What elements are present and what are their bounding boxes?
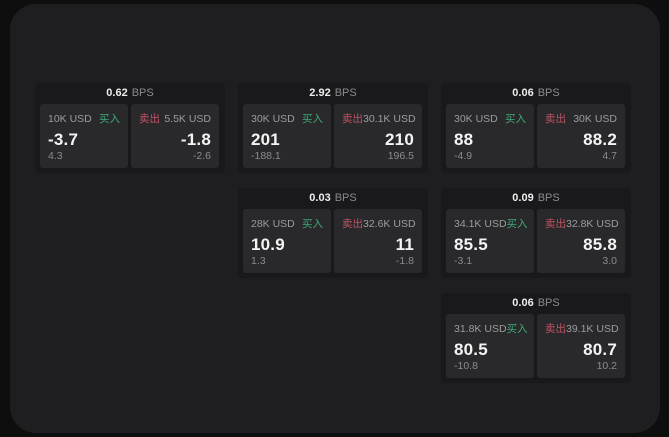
card-header: 0.62 BPS [35,83,225,104]
buy-side-label: 买入 [506,323,528,335]
buy-amount: 31.8K USD [454,323,507,335]
quote-card: 0.09 BPS 34.1K USD 买入 85.5 -3.1 卖出 32.8K… [441,188,631,278]
bps-value: 0.06 [512,297,534,309]
buy-tile[interactable]: 31.8K USD 买入 80.5 -10.8 [446,314,534,378]
quote-card: 0.06 BPS 31.8K USD 买入 80.5 -10.8 卖出 39.1… [441,293,631,383]
buy-price: 10.9 [251,235,285,254]
buy-tile[interactable]: 28K USD 买入 10.9 1.3 [243,209,331,273]
quote-card: 0.62 BPS 10K USD 买入 -3.7 4.3 卖出 5.5K USD [35,83,225,173]
card-header: 2.92 BPS [238,83,428,104]
card-header: 0.06 BPS [441,83,631,104]
quote-card: 2.92 BPS 30K USD 买入 201 -188.1 卖出 30.1K … [238,83,428,173]
bps-unit-label: BPS [131,87,154,99]
buy-sub-value: -10.8 [454,360,478,372]
sell-amount: 32.6K USD [363,218,416,230]
buy-price: 88 [454,130,474,149]
sell-price: 210 [385,130,414,149]
buy-tile[interactable]: 30K USD 买入 201 -188.1 [243,104,331,168]
sell-tile[interactable]: 卖出 30K USD 88.2 4.7 [537,104,625,168]
buy-sub-value: 1.3 [251,255,266,267]
sell-amount: 32.8K USD [566,218,619,230]
buy-side-label: 买入 [99,113,120,125]
buy-tile[interactable]: 10K USD 买入 -3.7 4.3 [40,104,128,168]
bps-unit-label: BPS [537,192,560,204]
sell-side-label: 卖出 [545,323,566,335]
buy-sub-value: -3.1 [454,255,473,267]
bps-value: 0.09 [512,192,534,204]
buy-price: 201 [251,130,280,149]
bps-unit-label: BPS [334,87,357,99]
sell-tile[interactable]: 卖出 5.5K USD -1.8 -2.6 [131,104,219,168]
buy-price: -3.7 [48,130,79,149]
sell-sub-value: 3.0 [602,255,617,267]
buy-tile[interactable]: 30K USD 买入 88 -4.9 [446,104,534,168]
quote-card: 0.03 BPS 28K USD 买入 10.9 1.3 卖出 32.6K US… [238,188,428,278]
bps-value: 0.62 [106,87,128,99]
quotes-panel: 0.62 BPS 10K USD 买入 -3.7 4.3 卖出 5.5K USD [10,4,660,433]
sell-sub-value: -2.6 [192,150,211,162]
sell-price: 80.7 [583,340,617,359]
sell-sub-value: -1.8 [395,255,414,267]
card-header: 0.06 BPS [441,293,631,314]
buy-price: 85.5 [454,235,488,254]
sell-sub-value: 4.7 [602,150,617,162]
sell-side-label: 卖出 [545,218,566,230]
buy-amount: 30K USD [454,113,498,125]
sell-price: 88.2 [583,130,617,149]
sell-sub-value: 196.5 [387,150,414,162]
sell-side-label: 卖出 [342,113,363,125]
bps-unit-label: BPS [537,87,560,99]
card-header: 0.09 BPS [441,188,631,209]
bps-value: 0.06 [512,87,534,99]
sell-amount: 30K USD [573,113,617,125]
buy-amount: 34.1K USD [454,218,507,230]
sell-tile[interactable]: 卖出 32.8K USD 85.8 3.0 [537,209,625,273]
buy-amount: 28K USD [251,218,295,230]
sell-sub-value: 10.2 [596,360,617,372]
bps-unit-label: BPS [334,192,357,204]
sell-side-label: 卖出 [139,113,160,125]
sell-amount: 39.1K USD [566,323,619,335]
buy-sub-value: -4.9 [454,150,473,162]
bps-unit-label: BPS [537,297,560,309]
sell-price: 11 [395,235,414,254]
buy-side-label: 买入 [505,113,526,125]
sell-tile[interactable]: 卖出 39.1K USD 80.7 10.2 [537,314,625,378]
card-header: 0.03 BPS [238,188,428,209]
quote-card: 0.06 BPS 30K USD 买入 88 -4.9 卖出 30K USD [441,83,631,173]
buy-amount: 30K USD [251,113,295,125]
buy-amount: 10K USD [48,113,92,125]
sell-side-label: 卖出 [545,113,566,125]
buy-sub-value: -188.1 [251,150,281,162]
buy-side-label: 买入 [302,218,323,230]
sell-tile[interactable]: 卖出 32.6K USD 11 -1.8 [334,209,422,273]
buy-side-label: 买入 [302,113,323,125]
sell-side-label: 卖出 [342,218,363,230]
buy-price: 80.5 [454,340,488,359]
sell-price: 85.8 [583,235,617,254]
bps-value: 0.03 [309,192,331,204]
bps-value: 2.92 [309,87,331,99]
sell-price: -1.8 [180,130,211,149]
buy-sub-value: 4.3 [48,150,63,162]
sell-amount: 30.1K USD [363,113,416,125]
sell-amount: 5.5K USD [164,113,211,125]
buy-tile[interactable]: 34.1K USD 买入 85.5 -3.1 [446,209,534,273]
buy-side-label: 买入 [506,218,528,230]
sell-tile[interactable]: 卖出 30.1K USD 210 196.5 [334,104,422,168]
